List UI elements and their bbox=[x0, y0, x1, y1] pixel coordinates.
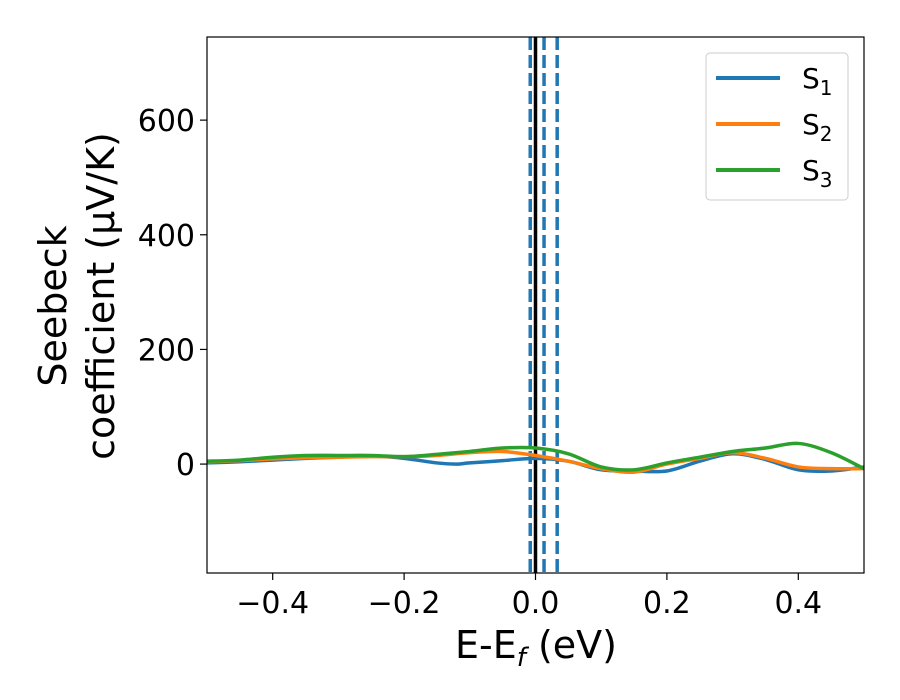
y-tick-label: 0 bbox=[176, 448, 195, 483]
x-tick-label: −0.2 bbox=[368, 586, 441, 621]
x-tick-label: 0.2 bbox=[643, 586, 691, 621]
y-axis-label-line2: coefficient (μV/K) bbox=[79, 132, 123, 460]
legend-label-s2: S2 bbox=[802, 108, 833, 146]
x-tick-label: −0.4 bbox=[236, 586, 309, 621]
legend-label-s1: S1 bbox=[802, 62, 833, 100]
x-axis-label-main: E-E bbox=[455, 623, 517, 667]
legend: S1 S2 S3 bbox=[705, 52, 849, 201]
x-tick-label: 0.0 bbox=[512, 586, 560, 621]
legend-box bbox=[705, 52, 849, 201]
y-tick-label: 600 bbox=[138, 104, 195, 139]
x-tick-label: 0.4 bbox=[774, 586, 822, 621]
y-tick-label: 200 bbox=[138, 333, 195, 368]
series-line-s2 bbox=[207, 449, 864, 475]
plot-frame bbox=[206, 36, 865, 574]
series-lines bbox=[207, 441, 864, 475]
x-axis-label: E-Ef (eV) bbox=[455, 623, 617, 673]
vertical-lines bbox=[528, 37, 559, 573]
y-axis-label-line1: Seebeck bbox=[31, 225, 75, 386]
x-axis-label-unit: (eV) bbox=[526, 623, 617, 667]
series-line-s3 bbox=[207, 441, 864, 472]
ticks-layer: −0.4 −0.2 0.0 0.2 0.4 0 200 400 600 bbox=[138, 104, 822, 621]
y-tick-label: 400 bbox=[138, 219, 195, 254]
legend-label-s3: S3 bbox=[802, 154, 833, 192]
